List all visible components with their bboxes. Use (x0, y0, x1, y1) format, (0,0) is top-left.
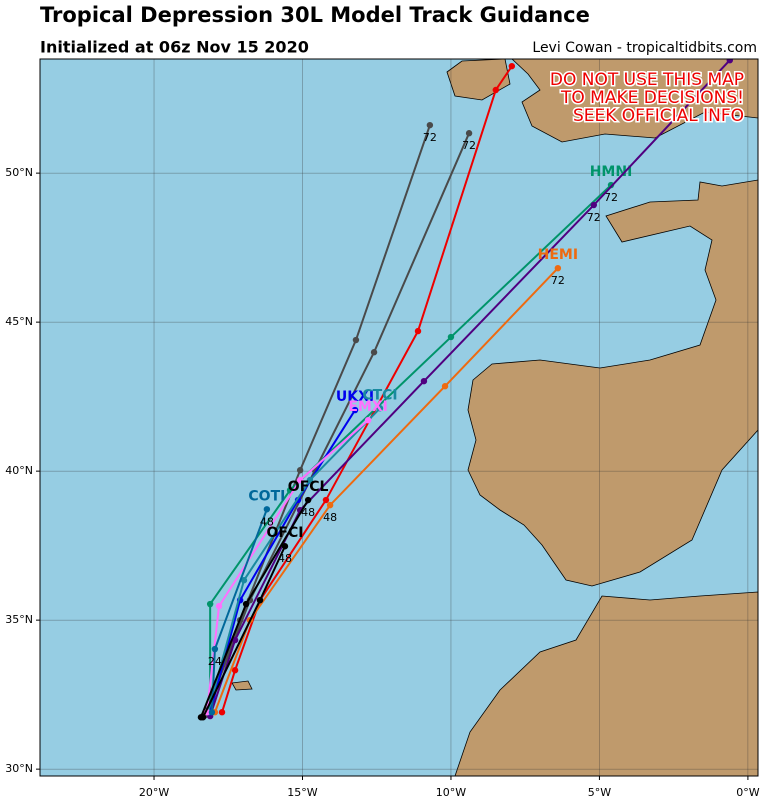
track-point (206, 600, 214, 608)
y-tick-label: 35°N (5, 613, 33, 626)
track-point (607, 181, 615, 189)
track-point (263, 506, 271, 513)
forecast-hour-label: 48 (323, 511, 337, 524)
model-label: OFCI (266, 525, 303, 541)
track-point (465, 130, 473, 137)
track-point (231, 636, 239, 644)
warning-line: DO NOT USE THIS MAP (550, 70, 744, 90)
track-point (218, 709, 226, 716)
forecast-hour-label: 72 (604, 191, 618, 204)
y-tick-label: 40°N (5, 464, 33, 477)
track-point (447, 333, 455, 341)
track-line (205, 419, 369, 713)
y-tick-label: 45°N (5, 315, 33, 328)
land-layer (231, 59, 758, 776)
track-point (554, 264, 562, 272)
model-label: UKXI (336, 389, 374, 405)
track-point (351, 406, 359, 414)
track-point (492, 86, 500, 94)
track-point (231, 667, 239, 674)
model-label: CTCI (362, 387, 397, 403)
model-label: OFCL (288, 479, 329, 495)
iberia-france (467, 179, 758, 587)
canary-islands (231, 680, 253, 691)
x-tick-label: 10°W (436, 786, 466, 799)
track-line (209, 59, 731, 717)
graticule (40, 59, 758, 776)
x-tick-label: 5°W (588, 786, 611, 799)
forecast-hour-label: 72 (462, 139, 476, 152)
track-point (281, 543, 289, 550)
model-label: AVNI (493, 45, 531, 61)
track-point (296, 467, 304, 474)
model-label: COTI (248, 488, 285, 504)
track-point (426, 121, 434, 129)
tracks: 7272AVNI72HMNI72HWFI4872HEMIUKXICTCIEMXI… (197, 45, 733, 721)
track-point (376, 405, 384, 412)
x-tick-label: 15°W (287, 786, 317, 799)
forecast-hour-label: 24 (208, 655, 222, 668)
x-tick-label: 20°W (139, 786, 169, 799)
track-point (352, 336, 360, 344)
track-point (420, 377, 428, 385)
track-point (256, 596, 264, 604)
track-point (306, 476, 314, 484)
britain (511, 59, 758, 143)
forecast-hour-label: 48 (301, 506, 315, 519)
plot-frame (39, 58, 759, 777)
track-point (322, 496, 330, 504)
track-point (508, 62, 516, 70)
x-tick-label: 0°W (736, 786, 759, 799)
track-point (304, 496, 312, 504)
track-point (726, 59, 733, 64)
track-point (242, 600, 250, 608)
track-line (207, 407, 381, 713)
track-point (211, 645, 219, 653)
model-label: HEMI (538, 247, 578, 263)
track-point (441, 383, 449, 390)
y-tick-label: 30°N (5, 762, 33, 775)
credit: Levi Cowan - tropicaltidbits.com (532, 40, 757, 56)
track-point (208, 709, 216, 716)
africa (454, 591, 758, 776)
track-point (199, 714, 207, 721)
forecast-hour-label: 48 (278, 552, 292, 565)
forecast-hour-label: 72 (423, 131, 437, 144)
subtitle: Initialized at 06z Nov 15 2020 (40, 38, 309, 57)
track-point (414, 327, 422, 335)
warning-line: SEEK OFFICIAL INFO (573, 106, 744, 126)
forecast-hour-label: 72 (587, 211, 601, 224)
track-point (215, 602, 223, 610)
track-point (364, 416, 372, 424)
forecast-hour-label: 48 (260, 515, 274, 528)
warning-line: TO MAKE DECISIONS! (560, 88, 744, 108)
track-point (296, 476, 304, 484)
axes: 20°W 15°W 10°W 5°W 0°W 30°N 35°N 40°N 45°N 50°N (5, 166, 759, 799)
y-tick-label: 50°N (5, 166, 33, 179)
title: Tropical Depression 30L Model Track Guid… (40, 3, 590, 27)
forecast-hour-label: 72 (551, 274, 565, 287)
track-point (240, 577, 248, 584)
model-label: EMXI (348, 399, 388, 415)
track-point (326, 501, 334, 509)
track-point (370, 349, 378, 356)
track-point (590, 201, 597, 209)
